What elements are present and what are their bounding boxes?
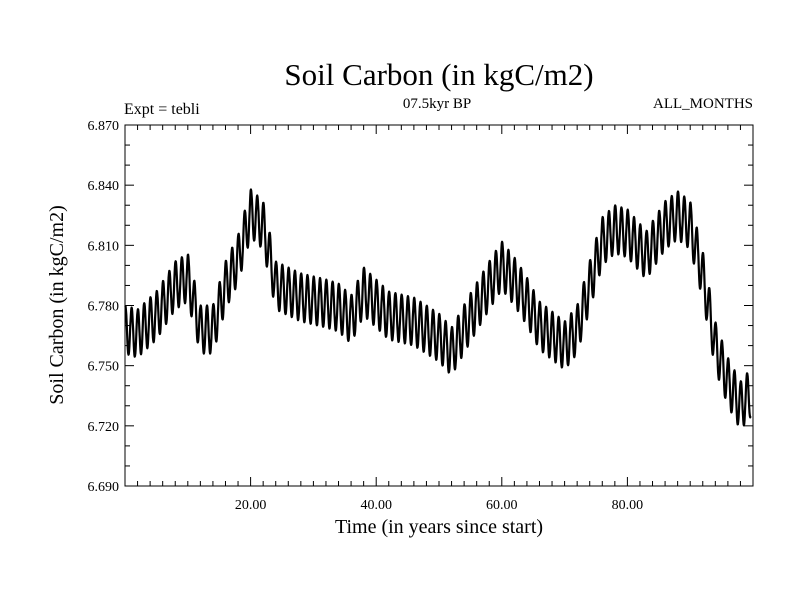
chart-title: Soil Carbon (in kgC/m2) xyxy=(284,57,593,92)
y-tick-label: 6.780 xyxy=(88,300,120,315)
x-tick-label: 20.00 xyxy=(235,498,267,513)
y-tick-label: 6.870 xyxy=(88,119,120,134)
y-tick-label: 6.720 xyxy=(88,420,120,435)
y-axis-label: Soil Carbon (in kgC/m2) xyxy=(46,205,68,404)
x-tick-label: 80.00 xyxy=(612,498,644,513)
chart-subtitle: 07.5kyr BP xyxy=(403,96,471,112)
x-tick-label: 60.00 xyxy=(486,498,518,513)
y-tick-label: 6.840 xyxy=(88,179,120,194)
experiment-label: Expt = tebli xyxy=(124,101,200,118)
x-axis: 20.00 40.00 60.00 80.00 xyxy=(137,125,741,513)
y-axis: 6.690 6.720 6.750 6.780 6.810 6.840 6.870 xyxy=(88,119,753,495)
months-label: ALL_MONTHS xyxy=(653,96,753,112)
x-tick-label: 40.00 xyxy=(360,498,392,513)
x-axis-label: Time (in years since start) xyxy=(335,516,543,538)
y-tick-label: 6.750 xyxy=(88,360,120,375)
series-layer xyxy=(124,188,752,427)
y-tick-label: 6.810 xyxy=(88,239,120,254)
y-tick-label: 6.690 xyxy=(88,480,120,495)
series-line-soil-carbon xyxy=(124,188,752,427)
